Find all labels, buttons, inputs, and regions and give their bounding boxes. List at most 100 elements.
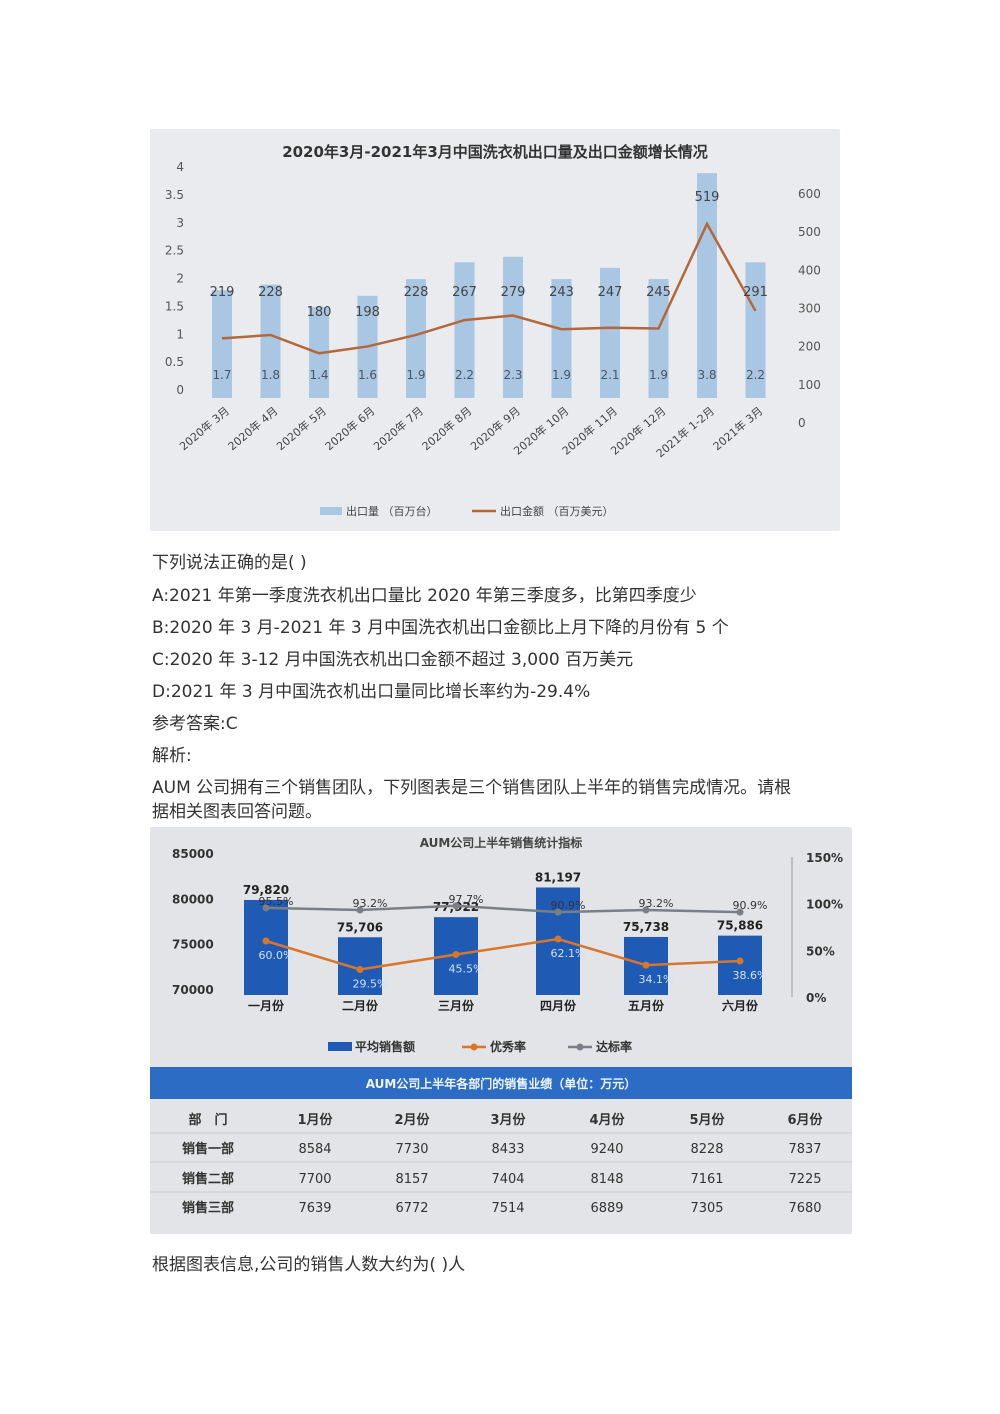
intro-line-1: AUM 公司拥有三个销售团队，下列图表是三个销售团队上半年的销售完成情况。请根 [152,778,792,798]
table-cell: 7514 [491,1201,524,1216]
category-label: 2020年 3月 [177,404,232,454]
left-tick-label: 3 [176,216,184,230]
table-cell: 7161 [690,1172,723,1187]
left-tick-label: 2.5 [165,244,184,258]
avg-sales-label: 75,886 [717,919,763,933]
export-amount-label: 245 [646,285,671,300]
category-label: 2020年 8月 [419,404,474,454]
left-tick-label: 1 [176,327,184,341]
export-volume-bar [745,262,766,398]
left-tick-label: 80000 [172,892,214,906]
export-amount-label: 180 [307,305,332,320]
answer: 参考答案:C [152,714,238,734]
standard-rate-label: 93.2% [353,897,388,910]
excellent-rate-point [356,965,364,973]
month-label: 三月份 [438,998,475,1013]
avg-sales-label: 75,738 [623,920,669,934]
excellent-rate-point [554,935,562,943]
export-amount-line [221,221,757,355]
export-amount-label: 219 [210,285,235,300]
right-tick-label: 600 [798,187,821,201]
export-amount-label: 267 [452,285,477,300]
table-header-cell: 3月份 [490,1112,526,1128]
legend-bar-swatch [328,1042,352,1051]
table-header-cell: 4月份 [589,1112,625,1128]
table-cell: 7225 [788,1172,821,1187]
month-label: 二月份 [342,998,379,1013]
table-header-cell: 2月份 [394,1112,430,1128]
table-cell: 销售一部 [182,1141,234,1157]
table-cell: 6772 [395,1201,428,1216]
excellent-rate-point [736,957,744,965]
avg-sales-label: 79,820 [243,883,289,897]
category-label: 2020年 5月 [274,404,329,454]
legend-bar-label: 出口量 （百万台） [346,504,438,518]
right-tick-label: 50% [806,944,835,958]
table-cell: 7837 [788,1142,821,1157]
export-volume-label: 1.4 [309,368,328,382]
legend-standard-marker [576,1043,584,1051]
export-chart-title: 2020年3月-2021年3月中国洗衣机出口量及出口金额增长情况 [282,143,708,161]
table-cell: 8584 [298,1142,331,1157]
export-volume-bar [406,279,426,398]
table-cell: 7680 [788,1201,821,1216]
export-amount-label: 291 [743,285,768,300]
export-chart-svg: 2020年3月-2021年3月中国洗衣机出口量及出口金额增长情况 0 0.5 1 1.… [165,143,821,518]
table-cell: 销售二部 [182,1171,234,1187]
table-cell: 6889 [590,1201,623,1216]
export-volume-label: 1.6 [358,368,377,382]
standard-rate-point [554,908,562,916]
standard-rate-point [642,906,650,914]
option-b: B:2020 年 3 月-2021 年 3 月中国洗衣机出口金额比上月下降的月份… [152,618,729,638]
standard-rate-label: 97.7% [449,893,484,906]
excellent-rate-label: 60.0% [259,949,294,962]
excellent-rate-label: 29.5% [353,977,388,990]
standard-rate-point [452,902,460,910]
table-header-cell: 1月份 [297,1112,333,1128]
left-tick-label: 0.5 [165,355,184,369]
table-cell: 7730 [395,1142,428,1157]
left-tick-label: 3.5 [165,188,184,202]
sales-chart-title: AUM公司上半年销售统计指标 [420,835,583,850]
option-d: D:2021 年 3 月中国洗衣机出口量同比增长率约为-29.4% [152,682,591,702]
left-tick-label: 85000 [172,847,214,861]
right-tick-label: 100% [806,898,843,912]
export-volume-bar [212,290,232,398]
standard-rate-point [356,906,364,914]
right-tick-label: 300 [798,302,821,316]
standard-rate-point [736,908,744,916]
excellent-rate-point [262,937,270,945]
left-tick-label: 0 [176,383,184,397]
excellent-rate-label: 62.1% [551,947,586,960]
right-tick-label: 100 [798,378,821,392]
table-cell: 8228 [690,1142,723,1157]
table-banner [150,1067,852,1099]
left-tick-label: 4 [176,160,184,174]
table-cell: 8433 [491,1142,524,1157]
export-volume-bar [503,256,523,398]
export-amount-label: 247 [598,285,623,300]
category-label: 2020年 6月 [322,404,377,454]
legend-excellent-label: 优秀率 [490,1039,526,1054]
option-a: A:2021 年第一季度洗衣机出口量比 2020 年第三季度多，比第四季度少 [152,586,697,606]
avg-sales-label: 81,197 [535,870,581,884]
table-cell: 7700 [298,1172,331,1187]
export-volume-bar [551,279,572,398]
standard-rate-point [262,904,270,912]
table-header-cell: 部 门 [188,1112,227,1128]
month-label: 一月份 [248,998,285,1013]
export-volume-bar [260,284,281,398]
excellent-rate-label: 45.5% [449,963,484,976]
question-2: 根据图表信息,公司的销售人数大约为( )人 [152,1255,466,1275]
left-tick-label: 1.5 [165,299,184,313]
table-title: AUM公司上半年各部门的销售业绩（单位：万元） [366,1076,637,1091]
table-cell: 销售三部 [182,1200,234,1216]
excellent-rate-point [452,951,460,959]
right-tick-label: 200 [798,340,821,354]
excellent-rate-label: 38.6% [733,969,768,982]
left-tick-label: 70000 [172,983,214,997]
table-cell: 7305 [690,1201,723,1216]
question-1: 下列说法正确的是( ) [152,553,307,573]
export-amount-label: 279 [501,285,526,300]
